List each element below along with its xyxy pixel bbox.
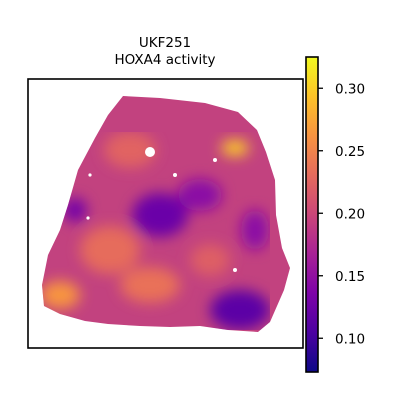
chart-title-line-1: UKF251	[139, 35, 191, 51]
colorbar-tick-label: 0.20	[335, 206, 365, 222]
colorbar-tick-label: 0.30	[335, 81, 365, 97]
low-activity-region	[132, 193, 188, 237]
high-activity-region	[190, 244, 230, 276]
chart-title-line-2: HOXA4 activity	[114, 52, 215, 68]
tissue-gap	[145, 147, 155, 157]
tissue-gap	[233, 268, 237, 272]
tissue-gap	[173, 173, 177, 177]
colorbar	[305, 56, 319, 373]
colorbar-tick-label: 0.25	[335, 144, 365, 160]
low-activity-region	[210, 290, 270, 330]
low-activity-region	[63, 198, 87, 222]
tissue-gap	[213, 158, 217, 162]
colorbar-ticks: 0.10 0.15 0.20 0.25 0.30	[318, 81, 365, 347]
high-activity-region	[104, 132, 156, 168]
high-activity-region	[42, 281, 80, 309]
low-activity-region	[178, 179, 222, 211]
high-activity-region	[80, 226, 140, 274]
colorbar-tick-label: 0.10	[335, 331, 365, 347]
high-activity-region	[221, 140, 249, 156]
colorbar-tick-label: 0.15	[335, 269, 365, 285]
tissue-gap	[88, 173, 92, 177]
high-activity-region	[120, 267, 180, 303]
low-activity-region	[241, 210, 269, 250]
tissue-gap	[86, 216, 90, 220]
